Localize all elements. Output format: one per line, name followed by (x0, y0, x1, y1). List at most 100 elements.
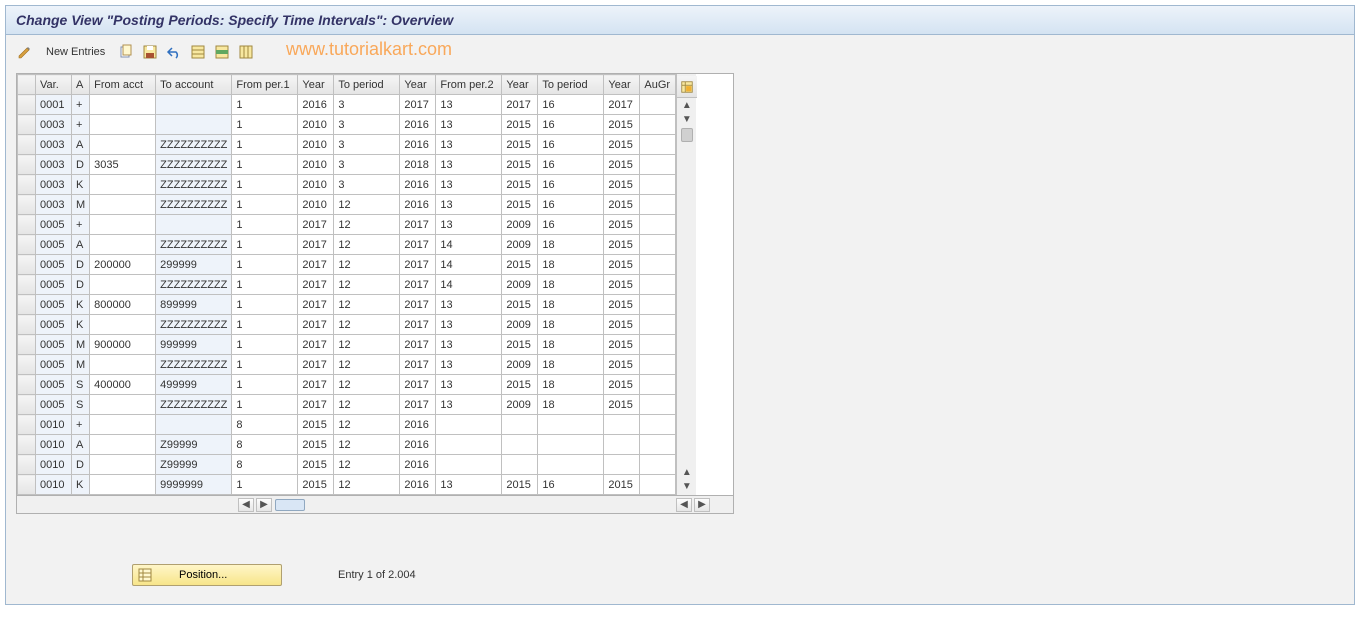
cell-year1[interactable]: 2017 (298, 375, 334, 395)
cell-toper1[interactable]: 12 (334, 275, 400, 295)
cell-fromacct[interactable]: 200000 (90, 255, 156, 275)
cell-a[interactable]: M (72, 195, 90, 215)
cell-toper2[interactable]: 16 (538, 155, 604, 175)
cell-year1[interactable]: 2017 (298, 275, 334, 295)
col-header-fromacct[interactable]: From acct (90, 75, 156, 95)
cell-year2[interactable]: 2016 (400, 475, 436, 495)
table-row[interactable]: 0003D3035ZZZZZZZZZZ120103201813201516201… (18, 155, 676, 175)
cell-toper1[interactable]: 3 (334, 155, 400, 175)
cell-year4[interactable]: 2015 (604, 115, 640, 135)
cell-augr[interactable] (640, 455, 676, 475)
cell-year4[interactable]: 2015 (604, 335, 640, 355)
row-selector[interactable] (18, 275, 36, 295)
cell-var[interactable]: 0001 (36, 95, 72, 115)
cell-toacct[interactable]: ZZZZZZZZZZ (156, 315, 232, 335)
cell-augr[interactable] (640, 175, 676, 195)
cell-fromper2[interactable]: 14 (436, 235, 502, 255)
cell-year1[interactable]: 2015 (298, 435, 334, 455)
cell-toper1[interactable]: 3 (334, 175, 400, 195)
new-entries-button[interactable]: New Entries (46, 46, 105, 58)
row-selector[interactable] (18, 375, 36, 395)
save-icon[interactable] (141, 43, 159, 61)
cell-augr[interactable] (640, 155, 676, 175)
hscroll-left-arrow[interactable]: ◀ (238, 498, 254, 512)
hscroll-right-arrow-end[interactable]: ▶ (694, 498, 710, 512)
cell-fromacct[interactable]: 400000 (90, 375, 156, 395)
col-header-toacct[interactable]: To account (156, 75, 232, 95)
col-header-toper1[interactable]: To period (334, 75, 400, 95)
cell-toper1[interactable]: 12 (334, 475, 400, 495)
col-header-year4[interactable]: Year (604, 75, 640, 95)
cell-toper2[interactable]: 16 (538, 95, 604, 115)
cell-year2[interactable]: 2017 (400, 295, 436, 315)
cell-var[interactable]: 0005 (36, 235, 72, 255)
cell-year1[interactable]: 2015 (298, 455, 334, 475)
cell-toacct[interactable]: ZZZZZZZZZZ (156, 235, 232, 255)
cell-fromper1[interactable]: 1 (232, 95, 298, 115)
undo-icon[interactable] (165, 43, 183, 61)
change-mode-icon[interactable] (16, 43, 34, 61)
cell-toper1[interactable]: 12 (334, 375, 400, 395)
cell-fromper2[interactable]: 13 (436, 115, 502, 135)
row-selector[interactable] (18, 255, 36, 275)
cell-toper1[interactable]: 12 (334, 195, 400, 215)
cell-augr[interactable] (640, 295, 676, 315)
cell-toper2[interactable]: 18 (538, 375, 604, 395)
cell-year4[interactable]: 2015 (604, 295, 640, 315)
cell-fromacct[interactable] (90, 475, 156, 495)
cell-year3[interactable] (502, 415, 538, 435)
cell-var[interactable]: 0005 (36, 395, 72, 415)
row-selector[interactable] (18, 175, 36, 195)
scroll-up-arrow[interactable]: ▲ (680, 98, 694, 112)
cell-fromper1[interactable]: 1 (232, 475, 298, 495)
cell-year4[interactable]: 2015 (604, 275, 640, 295)
cell-year1[interactable]: 2010 (298, 135, 334, 155)
cell-toper1[interactable]: 12 (334, 255, 400, 275)
cell-toacct[interactable] (156, 215, 232, 235)
cell-a[interactable]: K (72, 475, 90, 495)
row-selector[interactable] (18, 475, 36, 495)
col-header-year1[interactable]: Year (298, 75, 334, 95)
cell-fromacct[interactable] (90, 115, 156, 135)
cell-var[interactable]: 0010 (36, 435, 72, 455)
cell-augr[interactable] (640, 215, 676, 235)
cell-toacct[interactable]: ZZZZZZZZZZ (156, 135, 232, 155)
col-header-augr[interactable]: AuGr (640, 75, 676, 95)
cell-year3[interactable]: 2009 (502, 275, 538, 295)
cell-year4[interactable]: 2015 (604, 195, 640, 215)
cell-fromacct[interactable] (90, 95, 156, 115)
cell-year4[interactable]: 2015 (604, 355, 640, 375)
table-row[interactable]: 0005KZZZZZZZZZZ12017122017132009182015 (18, 315, 676, 335)
cell-a[interactable]: A (72, 135, 90, 155)
cell-year2[interactable]: 2017 (400, 335, 436, 355)
cell-a[interactable]: K (72, 175, 90, 195)
cell-a[interactable]: + (72, 215, 90, 235)
cell-toper2[interactable]: 16 (538, 175, 604, 195)
cell-toper1[interactable]: 3 (334, 95, 400, 115)
cell-fromper2[interactable]: 13 (436, 355, 502, 375)
position-button[interactable]: Position... (132, 564, 282, 586)
row-selector[interactable] (18, 195, 36, 215)
cell-fromper2[interactable]: 13 (436, 95, 502, 115)
cell-fromacct[interactable] (90, 195, 156, 215)
cell-toacct[interactable]: 299999 (156, 255, 232, 275)
cell-toper2[interactable]: 16 (538, 475, 604, 495)
table-row[interactable]: 0005M90000099999912017122017132015182015 (18, 335, 676, 355)
row-selector[interactable] (18, 455, 36, 475)
cell-fromper2[interactable]: 14 (436, 275, 502, 295)
row-selector[interactable] (18, 395, 36, 415)
cell-year4[interactable]: 2015 (604, 235, 640, 255)
cell-toacct[interactable]: ZZZZZZZZZZ (156, 155, 232, 175)
cell-augr[interactable] (640, 355, 676, 375)
cell-var[interactable]: 0005 (36, 275, 72, 295)
col-header-a[interactable]: A (72, 75, 90, 95)
cell-year1[interactable]: 2010 (298, 175, 334, 195)
cell-toper2[interactable]: 16 (538, 115, 604, 135)
cell-a[interactable]: D (72, 155, 90, 175)
cell-toper1[interactable]: 12 (334, 435, 400, 455)
row-selector[interactable] (18, 415, 36, 435)
cell-fromper1[interactable]: 1 (232, 315, 298, 335)
cell-a[interactable]: + (72, 115, 90, 135)
cell-year3[interactable]: 2009 (502, 215, 538, 235)
row-selector[interactable] (18, 115, 36, 135)
